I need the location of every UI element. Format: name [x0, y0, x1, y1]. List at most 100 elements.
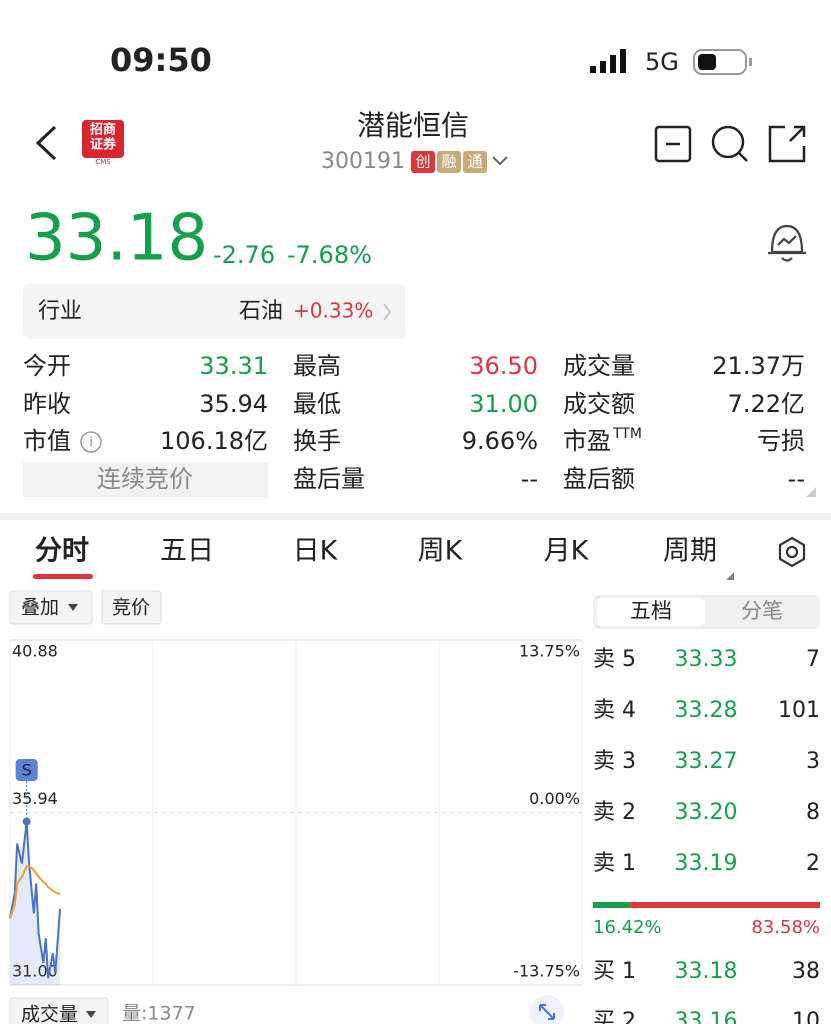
stat-label: 市盈: [563, 427, 611, 455]
book-volume: 2: [806, 851, 820, 876]
info-icon[interactable]: [80, 431, 102, 453]
tab[interactable]: 五日: [160, 536, 214, 567]
price-line: [9, 821, 62, 979]
tag: 创: [415, 153, 430, 171]
back-button[interactable]: [35, 125, 57, 161]
tab[interactable]: 周K: [418, 536, 464, 567]
tab[interactable]: 日K: [293, 536, 339, 567]
stat-label: 成交量: [563, 352, 635, 380]
tag-bg: [437, 151, 461, 173]
alert-button[interactable]: [768, 224, 806, 262]
stat-label: 最高: [293, 352, 341, 380]
stat-label: 盘后额: [563, 465, 635, 493]
book-price: 33.27: [675, 749, 738, 774]
book-price: 33.28: [675, 698, 738, 723]
stock-code: 300191: [321, 149, 405, 174]
book-price: 33.33: [675, 647, 738, 672]
y-tick-label: 40.88: [12, 642, 58, 661]
change: -2.76: [213, 241, 275, 269]
tab[interactable]: 周期: [663, 536, 717, 567]
network: 5G: [645, 48, 679, 76]
signal-icon: [590, 49, 626, 73]
buy-ratio-bar: [593, 902, 631, 908]
y2-tick-label: 13.75%: [519, 642, 580, 661]
tag-bg: [411, 151, 435, 173]
order-book: 卖 5 33.33 7 卖 4 33.28 101 卖 3 33.27 3 卖 2 33.20 8 卖 …: [593, 647, 820, 1024]
search-button[interactable]: [711, 125, 745, 159]
settings-button[interactable]: [778, 536, 806, 568]
book-price: 33.20: [675, 800, 738, 825]
share-button[interactable]: [768, 125, 806, 163]
minus-button[interactable]: [654, 125, 692, 163]
industry-name: 石油: [239, 299, 283, 324]
logo-text: 证券: [90, 137, 117, 153]
overlay-label: 叠加: [21, 597, 59, 619]
marker: S: [22, 761, 32, 780]
intraday-chart: 40.88 35.94 31.00 13.75% 0.00% -13.75% S: [9, 639, 582, 986]
book-label: 卖 1: [593, 851, 636, 876]
buy-ratio: 16.42%: [593, 917, 662, 938]
book-label: 卖 5: [593, 647, 636, 672]
overlay-button[interactable]: [9, 590, 93, 625]
stat-label: 今开: [23, 352, 71, 380]
book-volume: 10: [792, 1009, 820, 1024]
stat-value: 33.31: [199, 352, 268, 380]
stat-value: --: [788, 465, 805, 493]
book-volume: 101: [778, 698, 820, 723]
volume-amount: 量:1377: [122, 1003, 196, 1024]
side-tab-active[interactable]: [597, 598, 705, 626]
logo: [82, 120, 124, 158]
dropdown-arrow: [86, 1011, 96, 1018]
stat-value: 36.50: [469, 352, 538, 380]
stock-name: 潜能恒信: [357, 109, 469, 142]
stat-label: 最低: [293, 390, 341, 418]
tab-underline: [33, 574, 93, 579]
auction-status: 连续竞价: [97, 465, 193, 493]
y-tick-label: 31.00: [12, 962, 58, 981]
side-tab: 五档: [630, 599, 672, 623]
book-volume: 8: [806, 800, 820, 825]
logo-text: CMS: [95, 158, 111, 166]
chevron: [383, 303, 391, 321]
change-pct: -7.68%: [287, 241, 372, 269]
industry-change: +0.33%: [293, 299, 373, 323]
book-price: 33.16: [675, 1009, 738, 1024]
volume-button[interactable]: [9, 997, 109, 1024]
expand-button[interactable]: [530, 995, 564, 1024]
dropdown-arrow[interactable]: [492, 156, 508, 166]
side-tab[interactable]: 分笔: [741, 599, 783, 623]
y2-tick-label: -13.75%: [513, 962, 580, 981]
stat-value: 7.22亿: [728, 390, 805, 418]
time: 09:50: [110, 41, 212, 79]
tabs: 分时 五日 日K 周K 月K 周期: [35, 536, 717, 567]
pe-sup: TTM: [612, 426, 642, 442]
marker-box: [15, 759, 38, 781]
auction-box: [23, 462, 268, 497]
auction-button[interactable]: [101, 590, 162, 625]
stat-label: 换手: [293, 427, 341, 455]
book-volume: 7: [806, 647, 820, 672]
tag: 通: [467, 153, 482, 171]
divider: [0, 513, 831, 520]
y-tick-label: 35.94: [12, 789, 58, 808]
battery-icon: [693, 49, 752, 75]
book-label: 买 1: [593, 959, 636, 984]
price: 33.18: [25, 202, 208, 276]
industry-box[interactable]: [23, 284, 405, 339]
y2-tick-label: 0.00%: [529, 789, 580, 808]
stat-value: 106.18亿: [160, 427, 268, 455]
info-icon-glyph: i: [89, 436, 93, 451]
stat-value: 9.66%: [462, 427, 538, 455]
logo-text: 招商: [90, 122, 116, 138]
tab[interactable]: 月K: [544, 536, 590, 567]
dropdown-arrow: [68, 604, 78, 611]
expand-icon: [539, 1004, 555, 1020]
tab[interactable]: 分时: [35, 536, 89, 567]
book-volume: 3: [806, 749, 820, 774]
corner-mark: [726, 572, 734, 580]
sell-ratio: 83.58%: [751, 917, 820, 938]
book-label: 卖 4: [593, 698, 636, 723]
corner-mark: [806, 487, 816, 497]
